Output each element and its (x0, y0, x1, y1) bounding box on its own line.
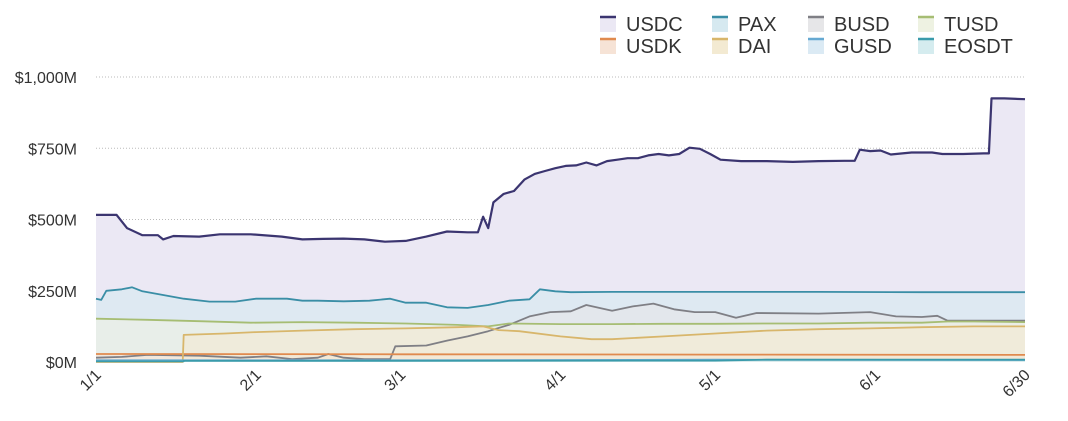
x-tick-label: 4/1 (542, 367, 570, 395)
y-tick-label: $500M (28, 213, 77, 230)
legend: USDC PAX BUSD TUSD USDK DAI GUSD EOSDT (600, 14, 1013, 58)
legend-item-usdk[interactable]: USDK (600, 36, 682, 58)
x-axis: 1/1 2/1 3/1 4/1 5/1 6/1 6/30 (77, 367, 1034, 401)
legend-label: EOSDT (944, 36, 1013, 58)
x-tick-label: 3/1 (382, 367, 410, 395)
legend-swatch (808, 38, 824, 54)
legend-swatch (712, 16, 728, 32)
legend-swatch (712, 38, 728, 54)
line-usdk (95, 353, 1026, 356)
x-tick-label: 5/1 (696, 367, 724, 395)
legend-item-pax[interactable]: PAX (712, 14, 777, 36)
legend-swatch (600, 38, 616, 54)
y-tick-label: $0M (46, 355, 77, 372)
legend-label: BUSD (834, 14, 890, 36)
legend-item-dai[interactable]: DAI (712, 36, 771, 58)
x-tick-label: 1/1 (77, 367, 105, 395)
line-usdc (96, 97, 1026, 243)
area-dai (96, 326, 1025, 362)
legend-item-busd[interactable]: BUSD (808, 14, 890, 36)
y-tick-label: $1,000M (15, 70, 77, 87)
legend-label: USDK (626, 36, 682, 58)
legend-item-tusd[interactable]: TUSD (918, 14, 998, 36)
legend-swatch (918, 38, 934, 54)
line-tusd (95, 317, 1026, 328)
legend-swatch (600, 16, 616, 32)
legend-label: DAI (738, 36, 771, 58)
line-eosdt (96, 358, 1025, 363)
y-axis: $0M $250M $500M $750M $1,000M (15, 70, 77, 372)
legend-swatch (808, 16, 824, 32)
y-tick-label: $250M (28, 284, 77, 301)
y-tick-label: $750M (28, 141, 77, 158)
legend-label: PAX (738, 14, 777, 36)
line-dai (96, 325, 1025, 363)
legend-item-usdc[interactable]: USDC (600, 14, 683, 36)
line-busd (95, 302, 1025, 360)
legend-item-gusd[interactable]: GUSD (808, 36, 892, 58)
legend-swatch (918, 16, 934, 32)
legend-label: USDC (626, 14, 683, 36)
legend-label: TUSD (944, 14, 998, 36)
x-tick-label: 6/30 (1000, 367, 1034, 401)
x-tick-label: 2/1 (237, 367, 265, 395)
x-tick-label: 6/1 (856, 367, 884, 395)
series-lines (95, 97, 1026, 363)
legend-item-eosdt[interactable]: EOSDT (918, 36, 1013, 58)
legend-label: GUSD (834, 36, 892, 58)
line-pax (95, 286, 1025, 309)
